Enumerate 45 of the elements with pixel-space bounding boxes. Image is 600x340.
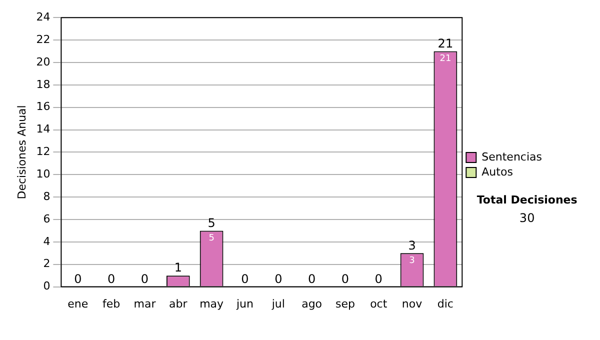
text: 30	[519, 210, 535, 225]
total-label: 0	[374, 272, 382, 286]
y-tick-label: 8	[43, 190, 50, 203]
y-tick-label: 6	[43, 212, 50, 226]
total-label: 0	[107, 272, 116, 286]
total-label: 0	[241, 272, 249, 286]
y-tick-label: 12	[36, 145, 50, 158]
y-tick-label: 0	[43, 280, 50, 293]
total-label: 0	[341, 272, 350, 286]
total-label: 5	[208, 216, 216, 230]
data-label: 5	[208, 234, 214, 244]
y-axis-title: Decisiones Anual	[15, 105, 28, 200]
total-label: 0	[74, 272, 82, 286]
x-tick-label: feb	[102, 297, 120, 310]
x-tick-label: dic	[437, 297, 454, 310]
data-label: 21	[440, 54, 452, 64]
x-tick-label: ago	[302, 297, 322, 310]
x-tick-label: jul	[270, 297, 285, 310]
data-label: 3	[409, 256, 415, 266]
y-tick-label: 10	[36, 167, 50, 180]
y-tick-label: 22	[36, 32, 50, 46]
total-label: 21	[438, 36, 454, 50]
x-tick-label: sep	[335, 297, 355, 310]
y-tick-label: 24	[36, 10, 50, 24]
total-label: 3	[408, 238, 416, 252]
x-tick-label: oct	[370, 297, 388, 310]
x-tick-label: may	[200, 297, 224, 310]
legend-label: Autos	[482, 165, 514, 178]
text: Total Decisiones	[476, 194, 578, 207]
x-tick-label: ene	[68, 297, 88, 310]
x-tick-label: nov	[402, 297, 423, 310]
y-tick-label: 18	[36, 78, 50, 91]
y-tick-label: 20	[36, 55, 50, 68]
x-tick-label: abr	[169, 297, 188, 310]
total-label: 1	[174, 260, 182, 275]
total-label: 0	[308, 272, 316, 286]
y-tick-label: 2	[43, 257, 50, 270]
y-tick-label: 16	[36, 100, 50, 114]
total-label: 0	[140, 272, 149, 286]
x-tick-label: mar	[134, 297, 156, 310]
y-tick-label: 4	[43, 234, 50, 248]
x-tick-label: jun	[235, 297, 254, 310]
total-label: 0	[274, 272, 282, 286]
y-tick-label: 14	[36, 122, 50, 136]
legend-label: Sentencias	[482, 150, 542, 164]
